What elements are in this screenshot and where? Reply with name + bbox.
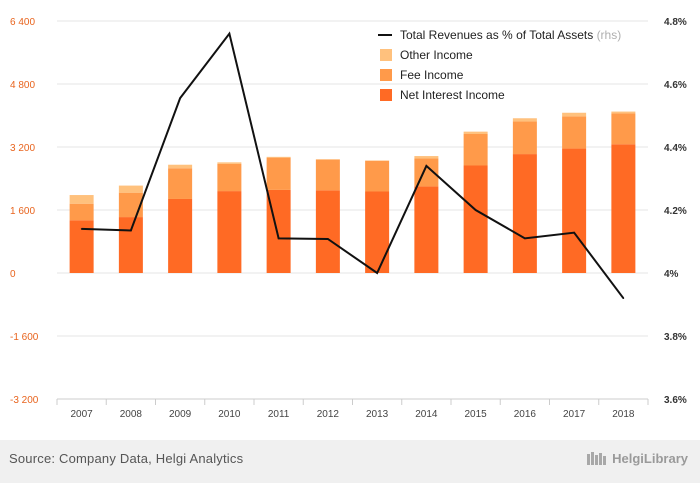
legend-label: Total Revenues as % of Total Assets (rhs… bbox=[400, 28, 621, 42]
x-tick-label: 2012 bbox=[317, 409, 340, 420]
line-point-2014 bbox=[425, 165, 428, 167]
line-point-2012 bbox=[327, 238, 329, 240]
x-tick-label: 2010 bbox=[218, 409, 241, 420]
y-right-tick-label: 4.4% bbox=[664, 143, 687, 154]
source-text: Source: Company Data, Helgi Analytics bbox=[9, 451, 244, 466]
bar-other-income-2008 bbox=[118, 185, 143, 193]
y-left-tick-label: 6 400 bbox=[10, 17, 35, 28]
bar-net-interest-income-2008 bbox=[118, 217, 143, 273]
line-point-2016 bbox=[524, 237, 526, 240]
brand-name: HelgiLibrary bbox=[612, 450, 688, 466]
x-tick-label: 2008 bbox=[120, 409, 143, 420]
bar-net-interest-income-2010 bbox=[217, 191, 242, 273]
y-left-tick-label: -1 600 bbox=[10, 332, 39, 343]
bar-fee-income-2017 bbox=[562, 116, 587, 149]
brand-logo[interactable]: HelgiLibrary bbox=[586, 450, 688, 466]
bar-fee-income-2009 bbox=[168, 168, 193, 199]
bar-net-interest-income-2009 bbox=[168, 198, 193, 273]
bar-fee-income-2011 bbox=[266, 157, 291, 190]
bar-other-income-2011 bbox=[266, 156, 291, 158]
bar-net-interest-income-2015 bbox=[463, 165, 488, 273]
bar-net-interest-income-2016 bbox=[512, 154, 537, 273]
bar-fee-income-2013 bbox=[365, 160, 390, 192]
legend-swatch bbox=[380, 89, 392, 101]
legend-label-suffix: (rhs) bbox=[597, 28, 622, 42]
line-point-2015 bbox=[474, 209, 477, 211]
bars bbox=[69, 111, 636, 273]
y-left-tick-label: 0 bbox=[10, 269, 16, 280]
line-point-2017 bbox=[573, 231, 575, 234]
bar-fee-income-2018 bbox=[611, 113, 636, 145]
bar-other-income-2007 bbox=[69, 195, 94, 204]
y-left-tick-label: 4 800 bbox=[10, 80, 35, 91]
x-tick-label: 2016 bbox=[514, 409, 537, 420]
y-right-tick-label: 4.6% bbox=[664, 80, 687, 91]
footer: Source: Company Data, Helgi Analytics He… bbox=[0, 440, 700, 483]
bar-net-interest-income-2017 bbox=[562, 148, 587, 273]
left-axis: -3 200 -1 600 0 1 600 3 200 4 800 6 400 bbox=[10, 17, 39, 406]
bar-fee-income-2015 bbox=[463, 134, 488, 166]
bar-other-income-2015 bbox=[463, 131, 488, 135]
x-axis: 2007 2008 2009 2010 2011 2012 2013 2014 2015 2016… bbox=[71, 409, 635, 420]
y-right-tick-label: 4.8% bbox=[664, 17, 687, 28]
bar-other-income-2018 bbox=[611, 111, 636, 114]
x-tick-label: 2017 bbox=[563, 409, 586, 420]
y-left-tick-label: 3 200 bbox=[10, 143, 35, 154]
legend-swatch bbox=[380, 49, 392, 61]
x-tick-label: 2011 bbox=[268, 409, 290, 420]
gridlines bbox=[56, 20, 649, 405]
line-point-2009 bbox=[179, 97, 181, 99]
line-series bbox=[80, 31, 625, 300]
line-point-2008 bbox=[130, 229, 132, 232]
library-icon bbox=[587, 452, 607, 465]
bar-fee-income-2012 bbox=[315, 159, 340, 191]
x-tick-label: 2009 bbox=[169, 409, 192, 420]
line-point-2013 bbox=[376, 272, 378, 274]
bar-other-income-2010 bbox=[217, 162, 242, 164]
y-left-tick-label: -3 200 bbox=[10, 395, 39, 406]
legend-label: Fee Income bbox=[400, 68, 464, 82]
x-tick-label: 2007 bbox=[71, 409, 94, 420]
right-axis: 3.6% 3.8% 4% 4.2% 4.4% 4.6% 4.8% bbox=[664, 17, 687, 406]
bar-fee-income-2016 bbox=[512, 121, 537, 155]
x-tick-label: 2015 bbox=[465, 409, 488, 420]
legend-label: Net Interest Income bbox=[400, 88, 505, 102]
bar-fee-income-2010 bbox=[217, 163, 242, 192]
revenue-ratio-line bbox=[81, 31, 625, 299]
y-right-tick-label: 4.2% bbox=[664, 206, 687, 217]
y-right-tick-label: 3.6% bbox=[664, 395, 687, 406]
bar-other-income-2009 bbox=[168, 164, 193, 169]
bar-fee-income-2008 bbox=[118, 192, 143, 218]
line-point-2018 bbox=[622, 297, 625, 300]
bar-net-interest-income-2014 bbox=[414, 186, 439, 273]
line-point-2007 bbox=[80, 228, 83, 230]
legend-label: Other Income bbox=[400, 48, 473, 62]
bar-other-income-2017 bbox=[562, 112, 587, 117]
x-tick-label: 2018 bbox=[612, 409, 635, 420]
line-point-2011 bbox=[277, 237, 280, 240]
y-right-tick-label: 4% bbox=[664, 269, 679, 280]
legend: Total Revenues as % of Total Assets (rhs… bbox=[378, 28, 621, 102]
bar-net-interest-income-2018 bbox=[611, 144, 636, 273]
legend-swatch bbox=[380, 69, 392, 81]
y-right-tick-label: 3.8% bbox=[664, 332, 687, 343]
line-point-2010 bbox=[228, 32, 231, 35]
bar-other-income-2014 bbox=[414, 156, 439, 159]
bar-fee-income-2007 bbox=[69, 203, 94, 221]
x-tick-label: 2014 bbox=[415, 409, 438, 420]
bar-other-income-2016 bbox=[512, 118, 537, 122]
y-left-tick-label: 1 600 bbox=[10, 206, 35, 217]
bar-net-interest-income-2012 bbox=[315, 190, 340, 273]
bar-net-interest-income-2013 bbox=[365, 191, 390, 273]
x-tick-label: 2013 bbox=[366, 409, 389, 420]
